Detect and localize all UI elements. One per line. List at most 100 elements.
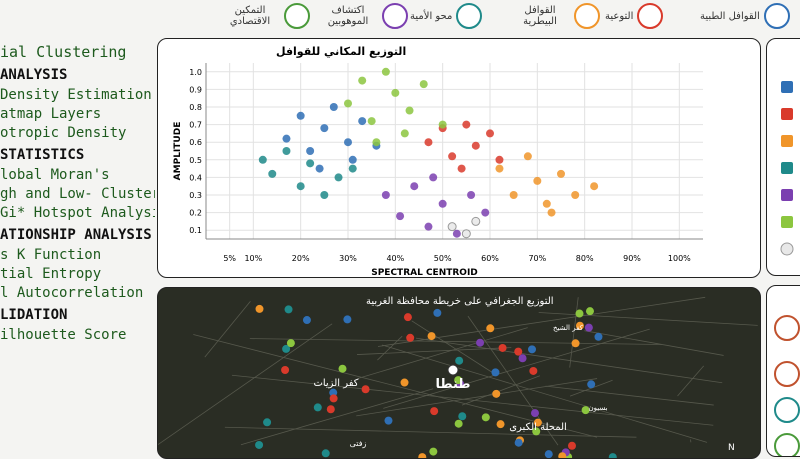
map-dot xyxy=(499,344,507,352)
x-tick-label: 40% xyxy=(386,254,404,263)
sidebar-item: Density Estimation xyxy=(0,87,155,103)
scatter-point xyxy=(396,212,404,220)
nav-icon xyxy=(637,3,663,29)
x-tick-label: 20% xyxy=(292,254,310,263)
scatter-point xyxy=(410,182,418,190)
road xyxy=(462,376,540,405)
scatter-point xyxy=(316,165,324,173)
scatter-point xyxy=(268,170,276,178)
scatter-point xyxy=(297,112,305,120)
road xyxy=(678,366,704,396)
scatter-point xyxy=(297,182,305,190)
sidebar-heading: ATIONSHIP ANALYSIS xyxy=(0,227,155,243)
scatter-point xyxy=(391,89,399,97)
scatter-point xyxy=(358,77,366,85)
city-marker xyxy=(448,365,458,375)
icon xyxy=(775,316,799,340)
y-tick-label: 0.1 xyxy=(189,226,202,235)
map-panel: التوزيع الجغرافي على خريطة محافظة الغربي… xyxy=(157,287,761,459)
scatter-point xyxy=(358,117,366,125)
road xyxy=(225,427,637,437)
y-tick-label: 0.4 xyxy=(189,173,202,182)
scatter-point xyxy=(349,165,357,173)
scatter-point xyxy=(448,152,456,160)
map-place: زفتى xyxy=(350,439,367,448)
icon-list xyxy=(767,286,800,456)
scatter-point xyxy=(462,230,470,238)
map-dot xyxy=(327,405,335,413)
y-tick-label: 0.3 xyxy=(189,191,202,200)
map-dot xyxy=(322,449,330,457)
map-dot xyxy=(303,316,311,324)
legend-swatch xyxy=(781,81,793,93)
sidebar-item: ial Clustering xyxy=(0,43,155,61)
map-place: كفر الشيخ xyxy=(553,324,584,332)
map-dot xyxy=(418,453,426,458)
map-dot xyxy=(519,354,527,362)
scatter-point xyxy=(420,80,428,88)
road xyxy=(205,301,251,357)
map-dot xyxy=(497,420,505,428)
scatter-point xyxy=(330,103,338,111)
sidebar-item: gh and Low- Clusters xyxy=(0,186,155,202)
map-dot xyxy=(401,379,409,387)
chart: التوزيع المكاني للقوافل0.10.20.30.40.50.… xyxy=(158,39,760,277)
sidebar-heading: ANALYSIS xyxy=(0,67,155,83)
map-dot xyxy=(384,417,392,425)
map-dot xyxy=(586,307,594,315)
map-dot xyxy=(514,348,522,356)
map-place: المحلة الكبرى xyxy=(509,422,567,433)
map-dot xyxy=(455,420,463,428)
scatter-point xyxy=(424,138,432,146)
scatter-point xyxy=(401,129,409,137)
map-dot xyxy=(482,413,490,421)
scatter-point xyxy=(439,200,447,208)
nav-item[interactable]: التوعية xyxy=(605,0,663,32)
scatter-point xyxy=(467,191,475,199)
scatter-point xyxy=(429,173,437,181)
nav-item[interactable]: القوافل الطبية xyxy=(700,0,790,32)
map-dot xyxy=(428,332,436,340)
map-dot xyxy=(458,412,466,420)
map-place: بسيون xyxy=(588,404,607,412)
nav-label: التمكين الاقتصادي xyxy=(220,5,280,27)
map-dot xyxy=(528,345,536,353)
map-dot xyxy=(362,385,370,393)
road xyxy=(357,348,511,355)
scatter-point xyxy=(495,156,503,164)
scatter-point xyxy=(571,191,579,199)
legend-swatch xyxy=(781,135,793,147)
nav-item[interactable]: التمكين الاقتصادي xyxy=(220,0,310,32)
nav-item[interactable]: القوافل البيطرية xyxy=(510,0,600,32)
map-dot xyxy=(515,439,523,447)
map: التوزيع الجغرافي على خريطة محافظة الغربي… xyxy=(158,288,760,458)
sidebar-item: otropic Density xyxy=(0,125,155,141)
map-dot xyxy=(492,390,500,398)
scatter-point xyxy=(458,165,466,173)
road xyxy=(584,331,723,356)
y-tick-label: 0.5 xyxy=(189,156,202,165)
compass: N xyxy=(728,443,735,453)
legend xyxy=(767,39,800,275)
scatter-point xyxy=(453,230,461,238)
nav-item[interactable]: اكتشاف الموهوبين xyxy=(318,0,408,32)
map-dot xyxy=(531,409,539,417)
y-tick-label: 0.8 xyxy=(189,103,202,112)
map-dot xyxy=(568,442,576,450)
nav-label: القوافل البيطرية xyxy=(510,5,570,27)
legend-swatch xyxy=(781,108,793,120)
map-dot xyxy=(287,339,295,347)
scatter-point xyxy=(462,121,470,129)
chart-title: التوزيع المكاني للقوافل xyxy=(276,45,406,58)
scatter-point xyxy=(424,223,432,231)
map-dot xyxy=(585,324,593,332)
nav-item[interactable]: محو الأمية xyxy=(410,0,482,32)
nav-label: اكتشاف الموهوبين xyxy=(318,5,378,27)
map-dot xyxy=(529,367,537,375)
scatter-point xyxy=(472,217,480,225)
map-dot xyxy=(587,380,595,388)
scatter-point xyxy=(372,138,380,146)
sidebar-item: s K Function xyxy=(0,247,155,263)
scatter-point xyxy=(543,200,551,208)
